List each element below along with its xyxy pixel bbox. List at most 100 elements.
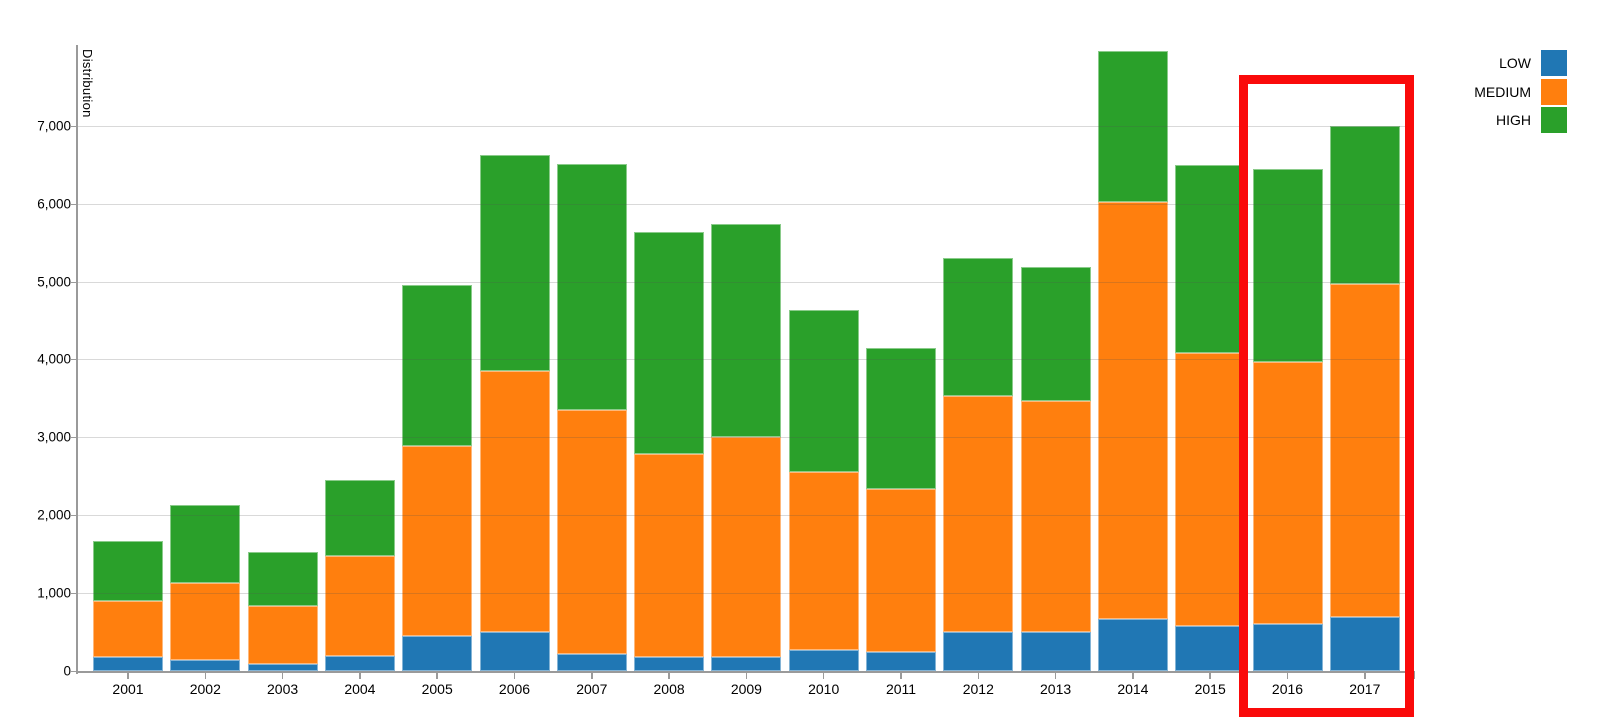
bar-segment-low-2001	[93, 656, 163, 671]
bar-segment-high-2009	[711, 223, 782, 437]
bar-segment-low-2010	[788, 649, 859, 671]
bar-segment-high-2006	[479, 155, 550, 372]
bar-segment-medium-2017	[1329, 283, 1400, 617]
bar-segment-low-2011	[866, 651, 936, 671]
y-tick-label-6000: 6,000	[37, 196, 71, 212]
y-tick-label-2000: 2,000	[37, 507, 71, 523]
x-tick-label-2010: 2010	[808, 681, 840, 697]
gridline-4000	[77, 359, 1414, 361]
x-tick-2004	[359, 672, 361, 679]
y-tick-5000	[71, 281, 76, 283]
bar-segment-low-2008	[634, 656, 705, 671]
y-tick-label-7000: 7,000	[37, 118, 71, 134]
x-tick-label-2012: 2012	[962, 681, 994, 697]
bar-segment-high-2011	[866, 348, 936, 490]
bar-segment-medium-2001	[93, 601, 163, 657]
x-tick-label-2008: 2008	[653, 681, 685, 697]
bar-segment-low-2009	[711, 656, 782, 671]
bar-segment-low-2006	[479, 632, 550, 671]
bar-segment-low-2017	[1329, 616, 1400, 671]
y-axis-title: Distribution	[80, 49, 95, 118]
bar-segment-low-2007	[556, 654, 627, 671]
bar-segment-low-2012	[943, 632, 1014, 671]
x-tick-label-2015: 2015	[1194, 681, 1226, 697]
bar-segment-medium-2014	[1097, 202, 1168, 620]
bar-segment-high-2012	[943, 258, 1014, 396]
bar-segment-low-2003	[247, 663, 318, 671]
y-tick-3000	[71, 437, 76, 439]
bar-segment-high-2015	[1175, 164, 1246, 354]
bar-segment-low-2014	[1097, 619, 1168, 671]
bar-segment-medium-2012	[943, 396, 1014, 633]
y-tick-7000	[71, 125, 76, 127]
bar-segment-medium-2003	[247, 606, 318, 664]
gridline-5000	[77, 281, 1414, 283]
bar-segment-low-2002	[170, 659, 241, 671]
x-tick-2008	[668, 672, 670, 679]
bar-segment-low-2015	[1175, 625, 1246, 671]
y-tick-4000	[71, 359, 76, 361]
x-tick-label-2003: 2003	[267, 681, 299, 697]
y-axis-line	[76, 45, 78, 674]
legend-item-low: LOW	[1431, 50, 1567, 76]
bar-segment-low-2004	[324, 655, 395, 671]
legend-swatch-high	[1541, 107, 1567, 133]
x-tick-label-2013: 2013	[1040, 681, 1072, 697]
legend-swatch-medium	[1541, 78, 1567, 105]
x-tick-2013	[1054, 672, 1057, 679]
x-tick-2015	[1209, 672, 1211, 679]
gridline-3000	[77, 437, 1414, 439]
bar-segment-high-2002	[170, 505, 241, 583]
x-tick-2009	[745, 672, 748, 679]
x-axis-line	[76, 671, 1415, 673]
bar-segment-medium-2008	[634, 453, 705, 657]
bar-segment-medium-2006	[479, 371, 550, 633]
x-tick-label-2007: 2007	[576, 681, 608, 697]
x-tick-2012	[977, 672, 980, 679]
bar-segment-medium-2013	[1020, 401, 1091, 633]
y-tick-label-1000: 1,000	[37, 585, 71, 601]
legend-label-medium: MEDIUM	[1474, 83, 1531, 100]
bar-segment-medium-2010	[788, 472, 859, 650]
bar-segment-low-2005	[402, 635, 473, 671]
bar-segment-high-2014	[1097, 50, 1168, 203]
gridline-7000	[77, 125, 1414, 127]
bar-segment-medium-2016	[1252, 361, 1323, 624]
x-tick-label-2011: 2011	[885, 681, 917, 697]
bar-segment-medium-2015	[1175, 353, 1246, 626]
gridline-6000	[77, 203, 1414, 205]
x-tick-2002	[204, 672, 207, 679]
bar-segment-high-2010	[788, 309, 859, 473]
y-tick-6000	[71, 203, 76, 205]
x-tick-label-2014: 2014	[1117, 681, 1149, 697]
x-tick-label-2006: 2006	[498, 681, 531, 697]
bar-segment-low-2016	[1252, 623, 1323, 671]
x-tick-2006	[513, 672, 516, 679]
x-tick-2010	[822, 672, 825, 679]
y-tick-label-4000: 4,000	[37, 351, 71, 367]
legend-label-low: LOW	[1499, 55, 1531, 71]
x-tick-2011	[900, 672, 902, 679]
x-tick-label-2004: 2004	[344, 681, 376, 697]
x-tick-label-2009: 2009	[730, 681, 762, 697]
x-tick-label-2005: 2005	[421, 681, 453, 697]
x-tick-label-2002: 2002	[189, 681, 221, 697]
x-tick-2001	[127, 672, 129, 679]
bar-segment-high-2007	[556, 163, 627, 411]
y-tick-label-3000: 3,000	[37, 429, 71, 445]
x-tick-2005	[436, 672, 438, 679]
bar-segment-medium-2007	[556, 410, 627, 655]
y-tick-0	[71, 671, 76, 672]
x-tick-label-2016: 2016	[1271, 681, 1304, 697]
x-tick-2014	[1132, 672, 1134, 679]
legend-swatch-low	[1541, 50, 1567, 76]
bar-segment-high-2005	[402, 285, 473, 446]
bar-segment-medium-2004	[324, 555, 395, 656]
bar-segment-medium-2009	[711, 436, 782, 657]
legend-item-high: HIGH	[1431, 107, 1567, 133]
x-axis-end-tick	[1413, 672, 1415, 679]
gridline-1000	[77, 593, 1414, 595]
gridline-2000	[77, 515, 1414, 517]
bar-segment-high-2017	[1329, 125, 1400, 284]
x-tick-2003	[281, 672, 284, 679]
